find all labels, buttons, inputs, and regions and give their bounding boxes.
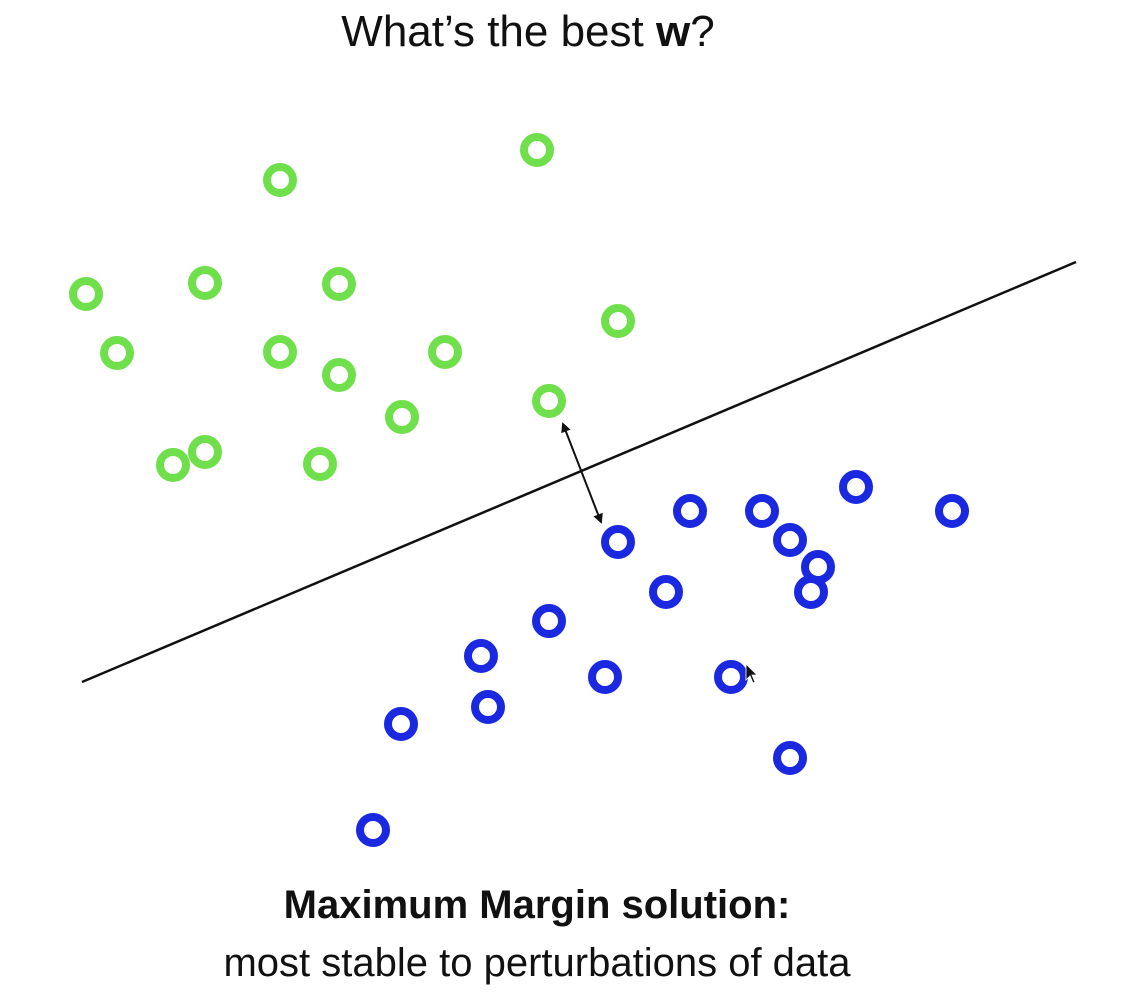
class-a-point xyxy=(263,335,297,369)
class-a-point xyxy=(69,277,103,311)
page-title: What’s the best w? xyxy=(0,4,1056,60)
class-b-point xyxy=(588,660,622,694)
class-a-point xyxy=(532,384,566,418)
class-b-point xyxy=(673,494,707,528)
class-a-point xyxy=(601,304,635,338)
class-b-point xyxy=(773,741,807,775)
class-a-point xyxy=(322,358,356,392)
decision-boundary-line xyxy=(81,260,1077,684)
class-b-point xyxy=(935,494,969,528)
class-b-point xyxy=(649,575,683,609)
title-prefix: What’s the best xyxy=(341,7,656,56)
class-a-point xyxy=(188,435,222,469)
class-b-point xyxy=(471,690,505,724)
class-b-points xyxy=(356,470,969,847)
class-a-point xyxy=(322,267,356,301)
class-a-point xyxy=(303,447,337,481)
class-b-point xyxy=(601,525,635,559)
title-emphasis: w xyxy=(655,7,691,56)
class-b-point xyxy=(464,639,498,673)
class-a-points xyxy=(69,133,635,482)
mouse-cursor-icon xyxy=(745,663,758,684)
class-b-point xyxy=(532,604,566,638)
caption-heading: Maximum Margin solution: xyxy=(283,883,791,927)
class-b-point xyxy=(773,523,807,557)
class-b-point xyxy=(356,813,390,847)
class-a-point xyxy=(385,400,419,434)
class-a-point xyxy=(428,335,462,369)
class-b-point xyxy=(839,470,873,504)
class-b-point xyxy=(714,660,748,694)
caption-subheading: most stable to perturbations of data xyxy=(223,941,851,985)
title-suffix: ? xyxy=(690,7,715,56)
margin-arrow xyxy=(561,422,603,524)
class-b-point xyxy=(384,707,418,741)
class-b-point xyxy=(745,494,779,528)
class-a-point xyxy=(100,336,134,370)
class-a-point xyxy=(520,133,554,167)
class-a-point xyxy=(156,448,190,482)
class-b-point xyxy=(794,575,828,609)
class-a-point xyxy=(263,163,297,197)
class-a-point xyxy=(188,266,222,300)
